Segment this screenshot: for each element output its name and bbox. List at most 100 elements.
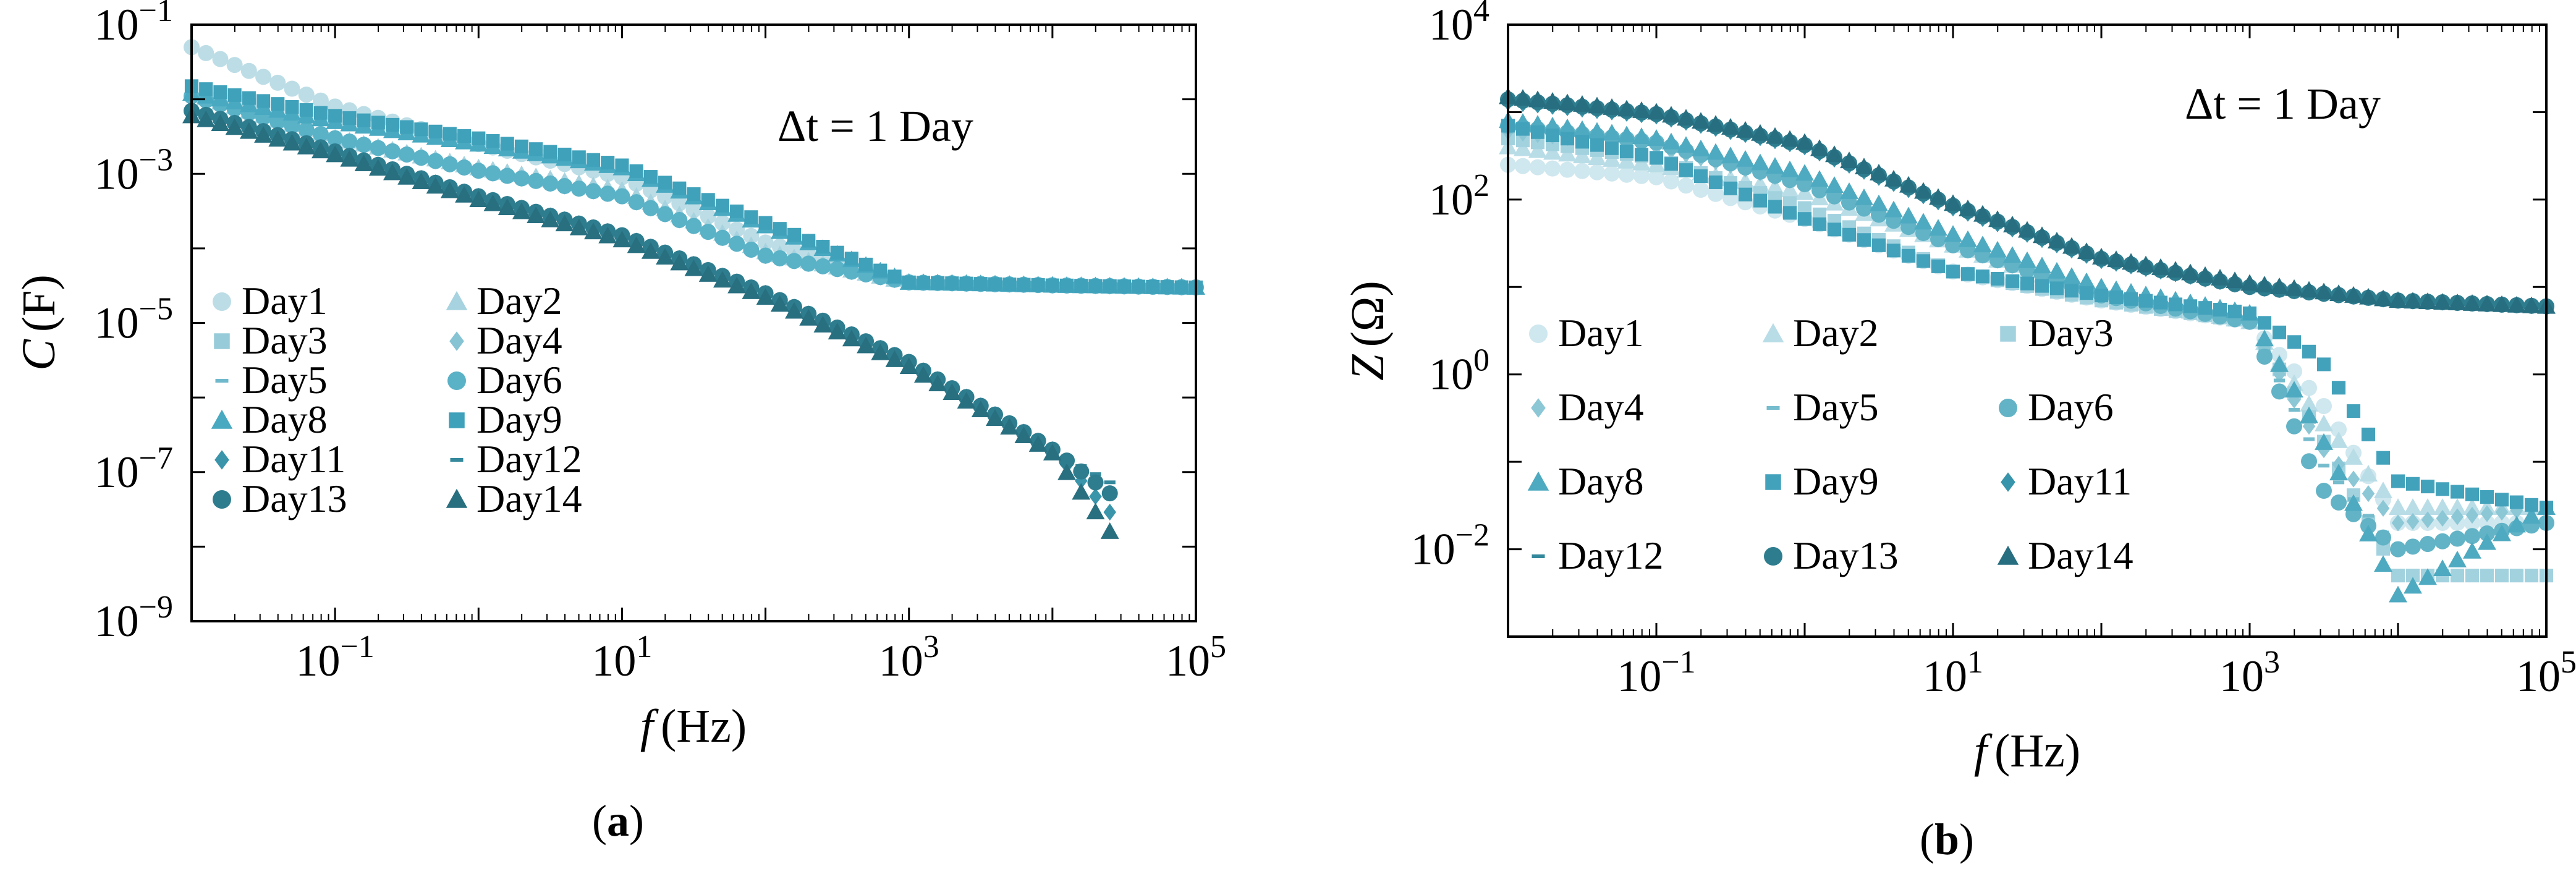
data-point-day2 xyxy=(1766,177,1784,195)
data-point-day9 xyxy=(271,97,285,111)
data-point-day9 xyxy=(313,106,328,120)
data-point-day2 xyxy=(2344,448,2363,465)
data-point-day5 xyxy=(2273,378,2286,383)
data-point-day9 xyxy=(1871,238,1886,252)
x-tick-exponent: 5 xyxy=(1210,629,1226,664)
data-point-day9 xyxy=(1708,175,1723,189)
data-point-day8 xyxy=(1929,219,1947,236)
data-point-day12 xyxy=(1090,472,1101,477)
data-point-day9 xyxy=(1604,141,1619,155)
data-point-day6 xyxy=(786,253,802,269)
data-point-day6 xyxy=(570,180,587,197)
data-point-day14 xyxy=(971,401,990,417)
data-point-day9 xyxy=(1074,279,1088,293)
data-point-day6 xyxy=(441,156,458,172)
data-point-day1 xyxy=(212,51,229,67)
data-point-day14 xyxy=(1603,98,1621,115)
data-point-day13 xyxy=(1073,463,1090,480)
data-point-day9 xyxy=(1723,181,1738,195)
data-point-day6 xyxy=(470,163,487,179)
data-point-day9 xyxy=(2494,493,2509,507)
data-point-day8 xyxy=(2344,494,2363,511)
data-point-day8 xyxy=(1573,120,1591,137)
data-point-day6 xyxy=(528,172,544,189)
data-point-day9 xyxy=(787,227,802,242)
data-point-day9 xyxy=(1103,279,1117,293)
legend-label-day2: Day2 xyxy=(1793,311,1879,355)
data-point-day14 xyxy=(426,177,445,194)
data-point-day9 xyxy=(601,156,615,170)
legend-label-day11: Day11 xyxy=(242,437,345,481)
data-point-day9 xyxy=(873,263,888,278)
data-point-day9 xyxy=(457,129,472,143)
y-tick-exponent: −2 xyxy=(1455,518,1489,553)
data-point-day9 xyxy=(2035,279,2049,293)
legend-marker-day14 xyxy=(446,488,468,508)
data-point-day9 xyxy=(2376,451,2391,465)
data-point-day14 xyxy=(2478,294,2496,312)
legend-item-day13: Day13 xyxy=(1764,533,1899,577)
data-point-day9 xyxy=(1857,233,1871,247)
data-point-day9 xyxy=(2005,274,2020,288)
legend-marker-day6 xyxy=(447,371,466,390)
data-point-day1 xyxy=(685,202,702,218)
data-point-day14 xyxy=(1870,163,1888,180)
data-point-day1 xyxy=(743,227,760,244)
data-point-day8 xyxy=(2359,524,2378,541)
data-point-day4 xyxy=(2391,514,2405,532)
y-tick-exponent: −5 xyxy=(139,292,173,327)
data-point-day1 xyxy=(1619,166,1635,183)
data-point-day9 xyxy=(1946,265,1960,279)
data-point-day6 xyxy=(399,146,415,163)
data-point-day6 xyxy=(2420,536,2436,553)
data-point-day9 xyxy=(1174,280,1188,294)
legend-marker-day8 xyxy=(1527,471,1549,491)
data-point-day14 xyxy=(2226,271,2244,289)
data-point-day8 xyxy=(1662,132,1680,150)
data-point-day8 xyxy=(1721,146,1740,164)
data-point-day8 xyxy=(1944,225,1962,242)
data-point-day3 xyxy=(2391,569,2405,583)
data-point-day14 xyxy=(1014,426,1033,443)
data-point-day9 xyxy=(2524,498,2539,512)
data-point-day8 xyxy=(1647,129,1666,146)
data-point-day14 xyxy=(297,137,316,155)
data-point-day9 xyxy=(2257,316,2272,330)
data-point-day8 xyxy=(1914,213,1933,230)
data-point-day6 xyxy=(2434,533,2451,549)
data-point-day2 xyxy=(2374,482,2392,499)
data-point-day14 xyxy=(2285,279,2303,296)
panel-a-y-axis-label: C (F) xyxy=(13,274,65,371)
y-tick-base: 10 xyxy=(1429,0,1473,49)
data-point-day14 xyxy=(957,392,976,409)
data-point-day6 xyxy=(2390,541,2406,558)
data-point-day6 xyxy=(327,130,344,146)
panel-b-y-axis-unit: (Ω) xyxy=(1342,281,1394,347)
data-point-day8 xyxy=(1692,139,1710,156)
data-point-day9 xyxy=(1901,248,1916,263)
data-point-day1 xyxy=(255,69,272,85)
data-point-day6 xyxy=(2331,494,2347,511)
legend-marker-day4 xyxy=(449,331,464,351)
data-point-day14 xyxy=(1514,89,1532,106)
legend-marker-day1 xyxy=(1529,325,1548,343)
data-point-day6 xyxy=(771,250,788,266)
data-point-day14 xyxy=(1736,121,1755,138)
data-point-day11 xyxy=(1089,488,1102,505)
data-point-day14 xyxy=(469,190,488,208)
data-point-day14 xyxy=(1632,101,1651,118)
x-tick-base: 10 xyxy=(2516,651,2561,701)
data-point-day14 xyxy=(656,248,675,265)
data-point-day9 xyxy=(916,276,930,290)
data-point-day14 xyxy=(2359,287,2378,305)
legend-label-day9: Day9 xyxy=(1793,459,1879,503)
legend-item-day2: Day2 xyxy=(446,279,562,323)
data-point-day9 xyxy=(773,222,787,236)
data-point-day14 xyxy=(1973,205,1992,222)
data-point-day9 xyxy=(2450,485,2465,499)
data-point-day9 xyxy=(1768,200,1782,214)
data-point-day14 xyxy=(2196,266,2214,283)
data-point-day14 xyxy=(2077,242,2096,260)
